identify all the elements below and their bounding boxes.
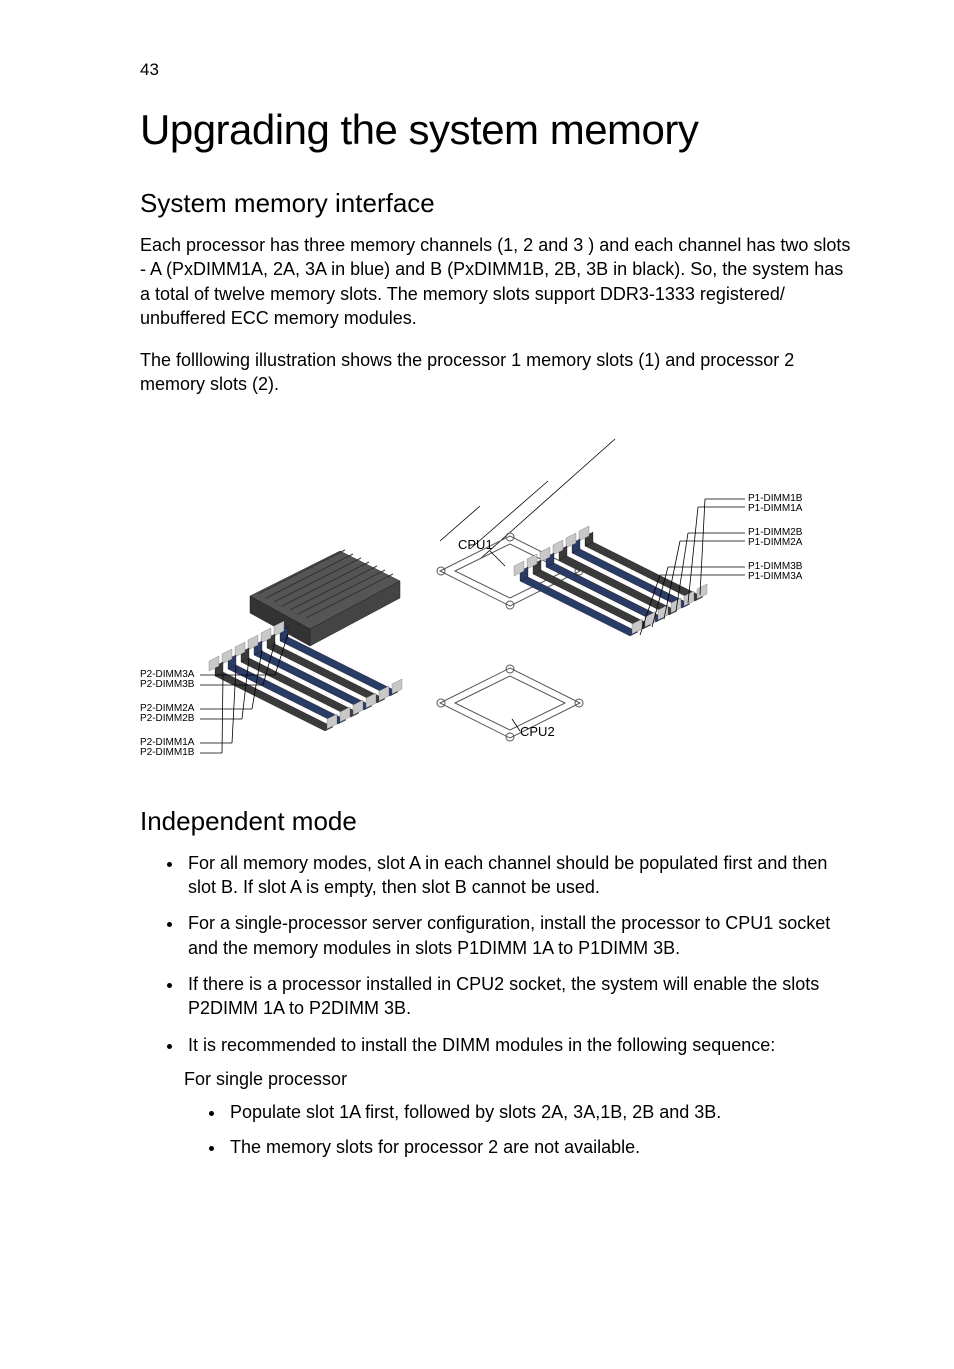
bullet-2: For a single-processor server configurat… [184, 911, 854, 960]
p1-dimm3a-label: P1-DIMM3A [748, 571, 803, 582]
cpu2-label: CPU2 [520, 724, 555, 739]
p2-dimm3b-label: P2-DIMM3B [140, 679, 195, 690]
p1-dimm1a-label: P1-DIMM1A [748, 503, 803, 514]
cpu1-label: CPU1 [458, 537, 493, 552]
paragraph-memory-interface-1: Each processor has three memory channels… [140, 233, 854, 330]
sub-bullet-2: The memory slots for processor 2 are not… [226, 1135, 854, 1160]
p2-dimm2b-label: P2-DIMM2B [140, 713, 195, 724]
page-title: Upgrading the system memory [140, 106, 854, 154]
independent-mode-bullets: For all memory modes, slot A in each cha… [140, 851, 854, 1057]
p2-dimm1b-label: P2-DIMM1B [140, 747, 195, 758]
p1-dimm-bank [514, 526, 707, 636]
cpu2-socket-icon [437, 665, 583, 741]
section-heading-independent-mode: Independent mode [140, 806, 854, 837]
sub-heading-single-processor: For single processor [184, 1069, 854, 1090]
paragraph-memory-interface-2: The folllowing illustration shows the pr… [140, 348, 854, 397]
bullet-4: It is recommended to install the DIMM mo… [184, 1033, 854, 1057]
bullet-1: For all memory modes, slot A in each cha… [184, 851, 854, 900]
page-container: 43 Upgrading the system memory System me… [0, 0, 954, 1369]
p1-dimm2a-label: P1-DIMM2A [748, 537, 803, 548]
single-processor-sub-bullets: Populate slot 1A first, followed by slot… [140, 1100, 854, 1160]
page-number: 43 [140, 60, 854, 80]
section-heading-memory-interface: System memory interface [140, 188, 854, 219]
sub-bullet-1: Populate slot 1A first, followed by slot… [226, 1100, 854, 1125]
heatsink-icon [250, 550, 400, 646]
bullet-3: If there is a processor installed in CPU… [184, 972, 854, 1021]
dimm-layout-figure: CPU1 [140, 421, 840, 781]
